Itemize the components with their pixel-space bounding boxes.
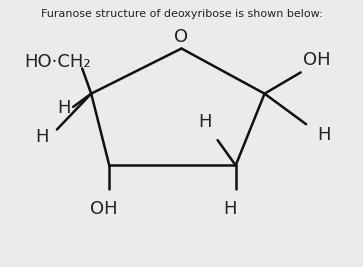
Text: OH: OH (90, 200, 118, 218)
Text: H: H (198, 113, 212, 131)
Text: H: H (224, 200, 237, 218)
Text: Furanose structure of deoxyribose is shown below:: Furanose structure of deoxyribose is sho… (41, 9, 322, 19)
Text: H: H (36, 128, 49, 147)
Text: H: H (317, 126, 331, 144)
Text: H: H (57, 99, 71, 117)
Text: O: O (175, 28, 188, 46)
Text: HO·CH₂: HO·CH₂ (24, 53, 91, 71)
Text: OH: OH (303, 52, 331, 69)
